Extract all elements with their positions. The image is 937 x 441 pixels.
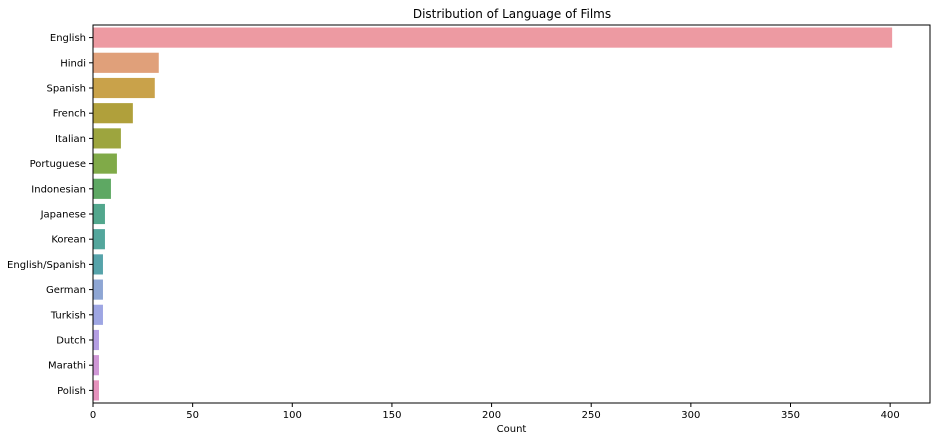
- bar-spanish: [93, 77, 155, 99]
- y-tick-label: Portuguese: [30, 159, 86, 170]
- x-tick-label: 0: [90, 410, 96, 421]
- y-tick-label: English: [50, 33, 86, 44]
- y-tick-label: Spanish: [47, 84, 87, 95]
- x-axis-ticks: 0 50 100 150 200 250 300 350 400: [90, 403, 900, 421]
- y-tick-label: Dutch: [56, 336, 86, 347]
- bar-italian: [93, 128, 121, 149]
- bar-dutch: [93, 329, 99, 351]
- bar-french: [93, 103, 133, 124]
- bar-turkish: [93, 304, 103, 325]
- chart-title: Distribution of Language of Films: [413, 7, 611, 21]
- y-tick-label: Italian: [55, 134, 86, 145]
- bar-marathi: [93, 355, 99, 376]
- y-tick-label: Indonesian: [31, 184, 86, 195]
- x-tick-label: 350: [781, 410, 800, 421]
- x-axis-label: Count: [497, 424, 527, 435]
- bar-japanese: [93, 203, 105, 225]
- y-tick-label: Japanese: [40, 210, 86, 221]
- x-tick-label: 250: [582, 410, 601, 421]
- bar-korean: [93, 229, 105, 250]
- y-axis-ticks: English Hindi Spanish French Italian Portugue…: [7, 33, 93, 397]
- x-tick-label: 200: [482, 410, 501, 421]
- y-tick-label: Korean: [51, 235, 86, 246]
- x-tick-label: 400: [881, 410, 900, 421]
- plot-frame: [92, 24, 931, 404]
- bar-polish: [93, 380, 99, 401]
- bar-german: [93, 279, 103, 300]
- y-tick-label: English/Spanish: [7, 260, 86, 271]
- x-tick-label: 150: [382, 410, 401, 421]
- x-tick-label: 100: [283, 410, 302, 421]
- bar-hindi: [93, 52, 159, 73]
- y-tick-label: Marathi: [48, 361, 86, 372]
- y-tick-label: German: [46, 285, 86, 296]
- bar-indonesian: [93, 178, 111, 199]
- y-tick-label: Turkish: [50, 310, 86, 321]
- bar-portuguese: [93, 153, 117, 174]
- x-tick-label: 50: [186, 410, 199, 421]
- y-tick-label: Polish: [57, 386, 86, 397]
- y-tick-label: French: [53, 109, 86, 120]
- bar-english-spanish: [93, 254, 103, 275]
- x-tick-label: 300: [681, 410, 700, 421]
- bars-group: [93, 27, 893, 401]
- y-tick-label: Hindi: [60, 58, 86, 69]
- bar-english: [93, 27, 893, 48]
